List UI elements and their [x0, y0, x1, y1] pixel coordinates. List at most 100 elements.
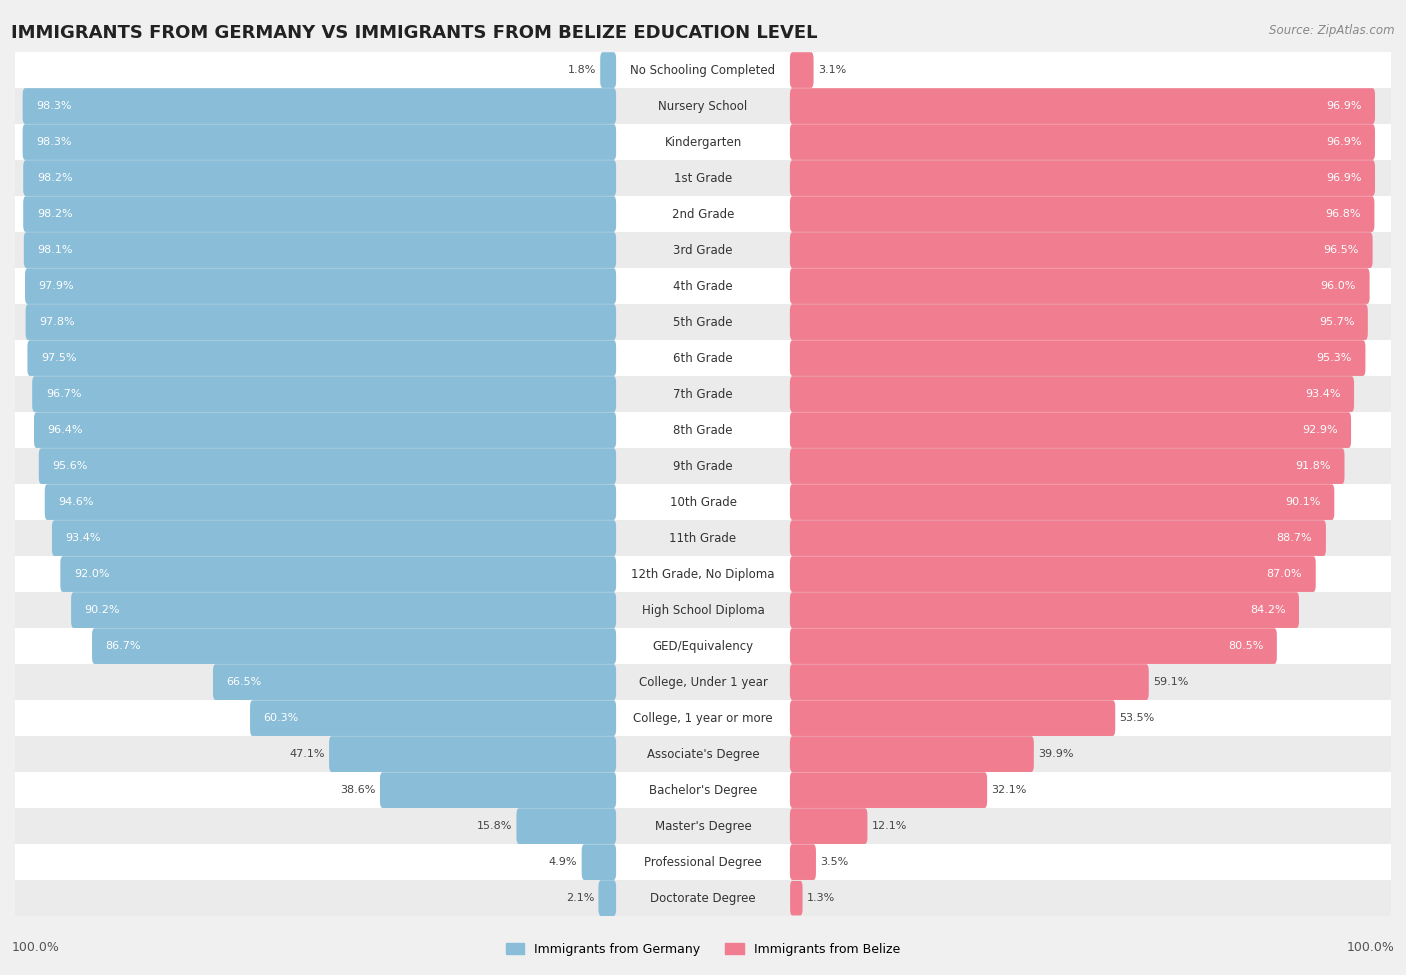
Text: Bachelor's Degree: Bachelor's Degree	[650, 784, 756, 797]
Bar	[15, 664, 1391, 700]
Text: 95.3%: 95.3%	[1316, 353, 1351, 363]
Bar	[15, 844, 1391, 880]
Text: 100.0%: 100.0%	[11, 941, 59, 955]
Text: 1st Grade: 1st Grade	[673, 172, 733, 184]
Bar	[15, 592, 1391, 628]
Bar	[15, 556, 1391, 592]
Text: 93.4%: 93.4%	[66, 533, 101, 543]
FancyBboxPatch shape	[790, 340, 1365, 376]
Text: 12th Grade, No Diploma: 12th Grade, No Diploma	[631, 567, 775, 580]
Bar	[15, 232, 1391, 268]
Text: 6th Grade: 6th Grade	[673, 352, 733, 365]
Text: 32.1%: 32.1%	[991, 785, 1026, 796]
FancyBboxPatch shape	[599, 880, 616, 916]
Text: 15.8%: 15.8%	[477, 821, 512, 831]
Text: 100.0%: 100.0%	[1347, 941, 1395, 955]
Text: 96.7%: 96.7%	[46, 389, 82, 399]
FancyBboxPatch shape	[52, 521, 616, 556]
Text: Professional Degree: Professional Degree	[644, 856, 762, 869]
Text: 95.7%: 95.7%	[1319, 317, 1354, 327]
Text: 2nd Grade: 2nd Grade	[672, 208, 734, 220]
FancyBboxPatch shape	[790, 844, 815, 880]
Bar	[15, 736, 1391, 772]
FancyBboxPatch shape	[790, 628, 1277, 664]
FancyBboxPatch shape	[22, 124, 616, 160]
Text: 59.1%: 59.1%	[1153, 677, 1188, 687]
Text: Nursery School: Nursery School	[658, 99, 748, 112]
Bar	[15, 196, 1391, 232]
Bar	[15, 412, 1391, 449]
Text: GED/Equivalency: GED/Equivalency	[652, 640, 754, 652]
Text: 98.3%: 98.3%	[37, 137, 72, 147]
FancyBboxPatch shape	[790, 53, 814, 88]
Legend: Immigrants from Germany, Immigrants from Belize: Immigrants from Germany, Immigrants from…	[501, 938, 905, 961]
Text: 66.5%: 66.5%	[226, 677, 262, 687]
Text: 80.5%: 80.5%	[1227, 642, 1263, 651]
Bar	[15, 448, 1391, 485]
Text: 90.1%: 90.1%	[1285, 497, 1320, 507]
Bar	[15, 52, 1391, 88]
FancyBboxPatch shape	[27, 340, 616, 376]
FancyBboxPatch shape	[790, 268, 1369, 304]
Text: 60.3%: 60.3%	[264, 713, 299, 723]
Text: IMMIGRANTS FROM GERMANY VS IMMIGRANTS FROM BELIZE EDUCATION LEVEL: IMMIGRANTS FROM GERMANY VS IMMIGRANTS FR…	[11, 24, 818, 42]
Text: 4.9%: 4.9%	[548, 857, 578, 867]
Text: 98.2%: 98.2%	[37, 173, 72, 183]
FancyBboxPatch shape	[22, 88, 616, 124]
Text: 96.4%: 96.4%	[48, 425, 83, 435]
Text: 98.3%: 98.3%	[37, 101, 72, 111]
Bar	[15, 340, 1391, 376]
Text: 95.6%: 95.6%	[52, 461, 87, 471]
Text: Kindergarten: Kindergarten	[665, 136, 741, 148]
Bar	[15, 772, 1391, 808]
Text: 92.0%: 92.0%	[75, 569, 110, 579]
FancyBboxPatch shape	[790, 808, 868, 844]
Text: 39.9%: 39.9%	[1038, 749, 1074, 760]
FancyBboxPatch shape	[32, 376, 616, 411]
Bar	[15, 808, 1391, 844]
FancyBboxPatch shape	[790, 124, 1375, 160]
FancyBboxPatch shape	[790, 557, 1316, 592]
Text: College, Under 1 year: College, Under 1 year	[638, 676, 768, 688]
Bar	[15, 628, 1391, 664]
Text: Associate's Degree: Associate's Degree	[647, 748, 759, 760]
FancyBboxPatch shape	[790, 521, 1326, 556]
FancyBboxPatch shape	[24, 232, 616, 268]
FancyBboxPatch shape	[39, 448, 616, 484]
Bar	[15, 520, 1391, 556]
Text: 84.2%: 84.2%	[1250, 605, 1285, 615]
Text: 47.1%: 47.1%	[290, 749, 325, 760]
FancyBboxPatch shape	[790, 736, 1033, 772]
Bar	[15, 700, 1391, 736]
Text: 96.9%: 96.9%	[1326, 101, 1361, 111]
Text: 97.5%: 97.5%	[41, 353, 76, 363]
Bar	[15, 124, 1391, 160]
FancyBboxPatch shape	[790, 448, 1344, 484]
FancyBboxPatch shape	[790, 700, 1115, 736]
Text: Source: ZipAtlas.com: Source: ZipAtlas.com	[1270, 24, 1395, 37]
FancyBboxPatch shape	[600, 53, 616, 88]
Text: 96.9%: 96.9%	[1326, 173, 1361, 183]
Text: 90.2%: 90.2%	[84, 605, 120, 615]
FancyBboxPatch shape	[790, 376, 1354, 411]
FancyBboxPatch shape	[25, 304, 616, 340]
Text: 4th Grade: 4th Grade	[673, 280, 733, 292]
Text: 3rd Grade: 3rd Grade	[673, 244, 733, 256]
Text: 10th Grade: 10th Grade	[669, 495, 737, 509]
FancyBboxPatch shape	[516, 808, 616, 844]
FancyBboxPatch shape	[790, 88, 1375, 124]
Text: 96.9%: 96.9%	[1326, 137, 1361, 147]
Text: 97.8%: 97.8%	[39, 317, 75, 327]
FancyBboxPatch shape	[790, 196, 1375, 232]
FancyBboxPatch shape	[790, 304, 1368, 340]
FancyBboxPatch shape	[24, 160, 616, 196]
FancyBboxPatch shape	[212, 664, 616, 700]
Text: 5th Grade: 5th Grade	[673, 316, 733, 329]
Text: 96.0%: 96.0%	[1320, 281, 1355, 292]
FancyBboxPatch shape	[380, 772, 616, 808]
FancyBboxPatch shape	[790, 160, 1375, 196]
Bar	[15, 160, 1391, 196]
Text: 3.1%: 3.1%	[818, 65, 846, 75]
Text: 91.8%: 91.8%	[1295, 461, 1331, 471]
Text: 87.0%: 87.0%	[1267, 569, 1302, 579]
